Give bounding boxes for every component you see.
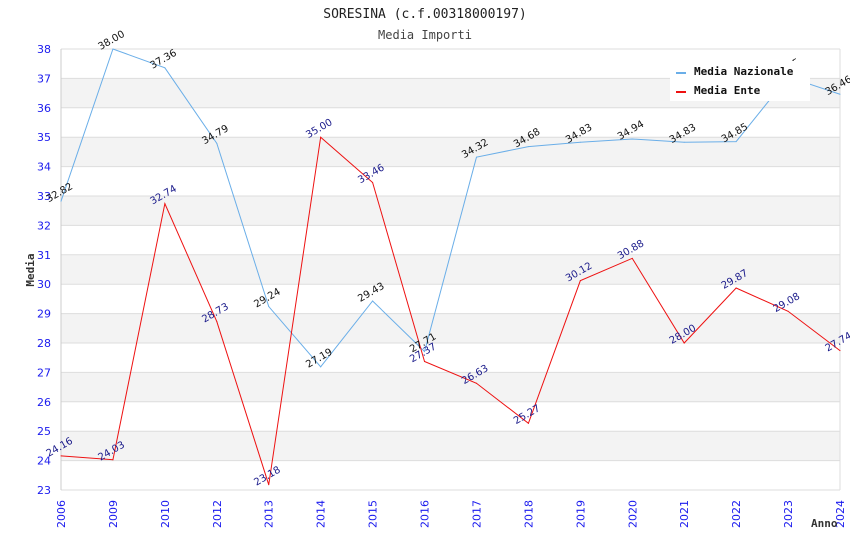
- data-point: [475, 156, 477, 158]
- x-tick-label: 2022: [730, 500, 743, 528]
- y-tick-label: 32: [37, 219, 51, 232]
- y-axis-ticks: 23 24 25 26 27 28 29 30 31 32 33 34 35 36 37 38: [37, 43, 51, 497]
- x-tick-label: 2010: [159, 500, 172, 528]
- y-tick-label: 27: [37, 366, 51, 379]
- data-point: [735, 287, 737, 289]
- y-tick-label: 35: [37, 131, 51, 144]
- y-tick-label: 26: [37, 396, 51, 409]
- legend-label-ente: Media Ente: [694, 84, 761, 97]
- x-tick-label: 2017: [470, 500, 483, 528]
- data-point: [320, 136, 322, 138]
- y-tick-label: 24: [37, 455, 51, 468]
- legend-box: [670, 61, 810, 101]
- y-tick-label: 25: [37, 425, 51, 438]
- legend-label-nazionale: Media Nazionale: [694, 65, 794, 78]
- data-label: 27.19: [304, 347, 334, 371]
- x-tick-label: 2014: [315, 500, 328, 528]
- grid-lines: [60, 48, 841, 491]
- x-tick-label: 2015: [367, 500, 380, 528]
- data-label: 29.08: [772, 291, 802, 315]
- data-label: 37.36: [148, 48, 178, 72]
- data-point: [372, 181, 374, 183]
- series-line-ente: [60, 136, 841, 485]
- data-point: [216, 142, 218, 144]
- y-tick-label: 34: [37, 161, 51, 174]
- x-axis-ticks: 2006 2009 2010 2012 2013 2014 2015 2016 2017 2018…: [55, 500, 847, 528]
- data-point: [683, 141, 685, 143]
- grid-bands: [61, 78, 840, 461]
- data-point: [631, 257, 633, 259]
- grid-band: [61, 254, 840, 285]
- data-point: [60, 200, 62, 202]
- data-point: [372, 300, 374, 302]
- x-tick-label: 2016: [419, 500, 432, 528]
- data-point: [527, 146, 529, 148]
- x-tick-label: 2018: [522, 500, 535, 528]
- grid-band: [61, 313, 840, 343]
- data-point: [579, 141, 581, 143]
- grid-band: [61, 196, 840, 226]
- x-tick-label: 2013: [263, 500, 276, 528]
- grid-band: [61, 431, 840, 461]
- chart-subtitle: Media Importi: [378, 28, 472, 42]
- x-tick-label: 2006: [55, 500, 68, 528]
- chart-title: SORESINA (c.f.00318000197): [323, 7, 527, 22]
- data-point: [164, 203, 166, 205]
- x-tick-label: 2021: [678, 500, 691, 528]
- x-tick-label: 2020: [626, 500, 639, 528]
- data-point: [164, 67, 166, 69]
- data-point: [475, 382, 477, 384]
- x-tick-label: 2012: [211, 500, 224, 528]
- series-lines: [60, 48, 841, 486]
- data-point: [112, 459, 114, 461]
- data-point: [424, 361, 426, 363]
- y-tick-label: 23: [37, 484, 51, 497]
- data-label: 25.27: [512, 403, 542, 427]
- y-axis-label: Media: [24, 253, 37, 286]
- x-tick-label: 2019: [574, 500, 587, 528]
- y-tick-label: 31: [37, 249, 51, 262]
- grid-band: [61, 372, 840, 402]
- x-tick-label: 2009: [107, 500, 120, 528]
- y-tick-label: 28: [37, 337, 51, 350]
- y-tick-label: 38: [37, 43, 51, 56]
- y-tick-label: 37: [37, 72, 51, 85]
- x-axis-label: Anno: [811, 517, 838, 530]
- data-point: [268, 484, 270, 486]
- data-point: [60, 455, 62, 457]
- data-point: [527, 422, 529, 424]
- y-tick-label: 33: [37, 190, 51, 203]
- data-point: [735, 141, 737, 143]
- series-line-nazionale: [60, 48, 841, 368]
- y-tick-label: 30: [37, 278, 51, 291]
- y-tick-label: 36: [37, 102, 51, 115]
- legend: Media Nazionale Media Ente: [670, 61, 810, 101]
- data-point: [579, 280, 581, 282]
- data-point: [216, 321, 218, 323]
- data-point: [424, 351, 426, 353]
- data-point: [839, 93, 841, 95]
- data-point: [839, 350, 841, 352]
- data-label: 29.24: [252, 286, 282, 310]
- x-tick-label: 2023: [782, 500, 795, 528]
- x-tick-label: 2024: [834, 500, 847, 528]
- data-point: [631, 138, 633, 140]
- data-point: [268, 306, 270, 308]
- data-point: [787, 310, 789, 312]
- data-point: [683, 342, 685, 344]
- data-point: [112, 48, 114, 50]
- data-point: [320, 366, 322, 368]
- y-tick-label: 29: [37, 308, 51, 321]
- data-label: 23.18: [252, 465, 282, 489]
